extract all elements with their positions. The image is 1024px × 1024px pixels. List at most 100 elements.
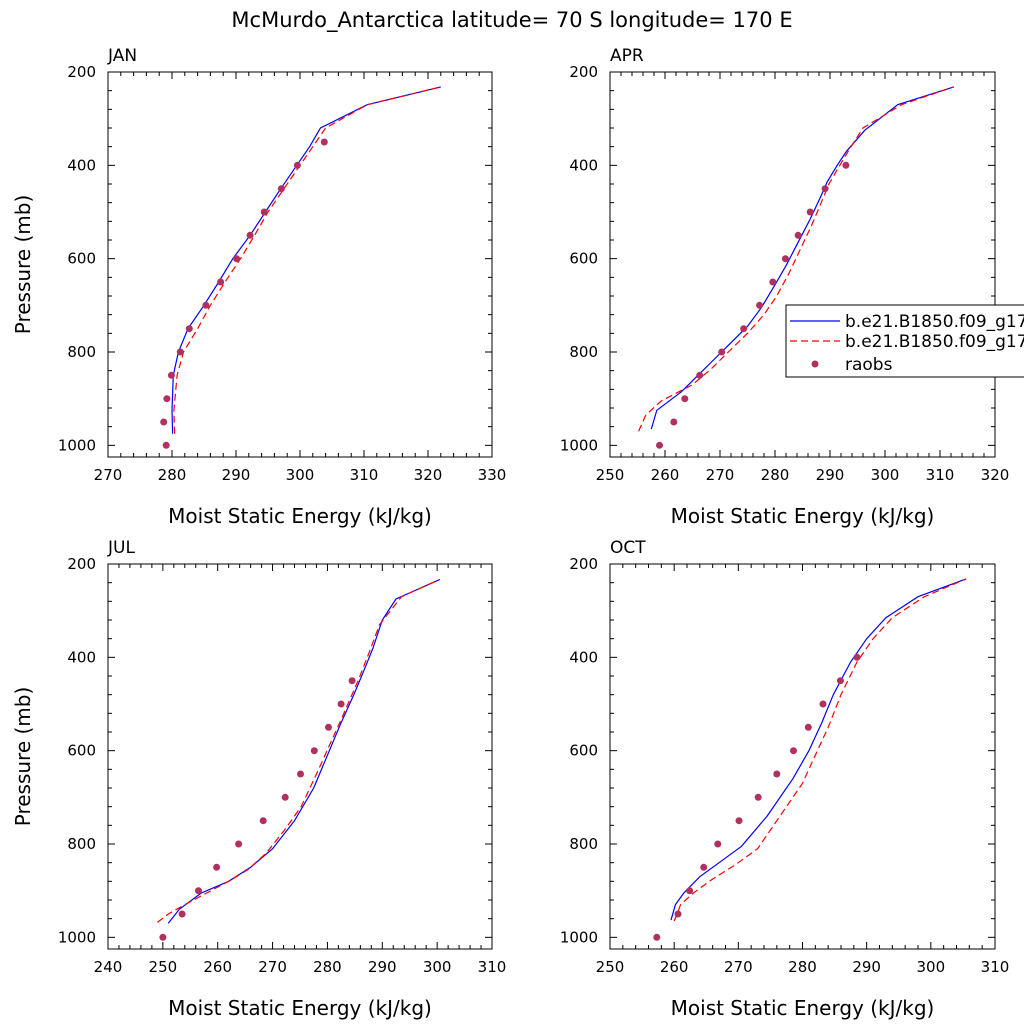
legend: b.e21.B1850.f09_g17b.e21.B1850.f09_g17ra…: [785, 304, 1024, 378]
x-tick-label: 320: [414, 466, 443, 484]
series-line-1: [670, 578, 967, 921]
raobs-point: [781, 255, 789, 263]
x-tick-label: 310: [350, 466, 379, 484]
raobs-point: [202, 301, 210, 309]
raobs-point: [337, 700, 345, 708]
raobs-point: [348, 677, 356, 685]
y-tick-label: 600: [67, 250, 96, 268]
x-tick-label: 310: [478, 958, 507, 976]
raobs-point: [853, 653, 861, 661]
x-tick-label: 280: [761, 466, 790, 484]
figure-title: McMurdo_Antarctica latitude= 70 S longit…: [231, 8, 792, 33]
panel-apr: 250 260 270 280 290 300 310 320 200 400 600 800 1000…: [560, 46, 1010, 528]
raobs-point: [735, 817, 743, 825]
x-axis-label: Moist Static Energy (kJ/kg): [671, 996, 935, 1020]
raobs-point: [277, 185, 285, 193]
raobs-point: [714, 840, 722, 848]
y-tick-label: 200: [569, 555, 598, 573]
x-tick-label: 280: [788, 958, 817, 976]
raobs-point: [162, 441, 170, 449]
raobs-point: [756, 301, 764, 309]
panels: 270 280 290 300 310 320 330 200 400 600 800 1000 JAN…: [11, 46, 1009, 1020]
y-tick-label: 400: [569, 648, 598, 666]
x-tick-label: 310: [981, 958, 1010, 976]
raobs-point: [310, 747, 318, 755]
x-tick-label: 270: [706, 466, 735, 484]
raobs-point: [821, 185, 829, 193]
panel-label: JAN: [107, 46, 137, 66]
x-axis-label: Moist Static Energy (kJ/kg): [168, 504, 432, 528]
raobs-point: [700, 863, 708, 871]
y-tick-label: 1000: [58, 928, 96, 946]
raobs-point: [794, 231, 802, 239]
raobs-point: [740, 325, 748, 333]
raobs-point: [773, 770, 781, 778]
y-tick-label: 400: [569, 156, 598, 174]
panel-label: OCT: [610, 538, 646, 558]
y-axis-label: Pressure (mb): [11, 687, 35, 827]
x-tick-label: 250: [596, 958, 625, 976]
panel-label: APR: [610, 46, 644, 66]
y-tick-label: 600: [67, 742, 96, 760]
x-tick-label: 250: [149, 958, 178, 976]
x-tick-label: 300: [917, 958, 946, 976]
raobs-point: [670, 418, 678, 426]
x-tick-label: 270: [94, 466, 123, 484]
raobs-point: [260, 208, 268, 216]
x-axis-label: Moist Static Energy (kJ/kg): [168, 996, 432, 1020]
x-tick-label: 300: [871, 466, 900, 484]
y-tick-label: 1000: [560, 928, 598, 946]
y-tick-label: 600: [569, 742, 598, 760]
series-line-2: [157, 578, 441, 923]
raobs-point: [790, 747, 797, 755]
x-tick-label: 280: [313, 958, 342, 976]
raobs-point: [769, 278, 777, 286]
legend-label: b.e21.B1850.f09_g17: [845, 332, 1024, 352]
raobs-point: [167, 371, 175, 379]
series-line-1: [167, 578, 441, 924]
y-axis-label: Pressure (mb): [11, 195, 35, 335]
plot-frame: [609, 563, 996, 950]
series-line-2: [673, 578, 967, 922]
x-tick-label: 280: [158, 466, 187, 484]
x-tick-label: 300: [286, 466, 315, 484]
y-tick-label: 800: [67, 343, 96, 361]
raobs-point: [653, 933, 661, 941]
raobs-point: [325, 723, 332, 731]
x-tick-label: 310: [926, 466, 955, 484]
y-tick-label: 600: [569, 250, 598, 268]
raobs-point: [293, 161, 301, 169]
panel-label: JUL: [107, 538, 135, 558]
raobs-point: [213, 863, 221, 871]
raobs-point: [246, 231, 254, 239]
raobs-point: [819, 700, 827, 708]
raobs-point: [159, 933, 167, 941]
raobs-point: [836, 677, 844, 685]
y-tick-label: 800: [569, 835, 598, 853]
legend-marker: [811, 360, 819, 368]
panel-jul: 240 250 260 270 280 290 300 310 200 400 600 800 1000…: [11, 538, 506, 1020]
x-tick-label: 330: [478, 466, 507, 484]
raobs-point: [656, 441, 663, 449]
x-tick-label: 260: [203, 958, 232, 976]
plot-frame: [609, 71, 996, 458]
x-tick-label: 260: [660, 958, 689, 976]
raobs-point: [163, 395, 171, 403]
x-tick-label: 270: [258, 958, 287, 976]
x-tick-label: 290: [816, 466, 845, 484]
x-tick-label: 320: [981, 466, 1010, 484]
series-line-1: [650, 86, 954, 430]
y-tick-label: 200: [569, 63, 598, 81]
raobs-point: [233, 255, 241, 263]
raobs-point: [718, 348, 726, 356]
raobs-point: [176, 348, 184, 356]
x-tick-label: 260: [651, 466, 680, 484]
panel-jan: 270 280 290 300 310 320 330 200 400 600 800 1000 JAN…: [11, 46, 506, 528]
panel-oct: 250 260 270 280 290 300 310 200 400 600 800 1000 OCT…: [560, 538, 1010, 1020]
raobs-point: [696, 371, 704, 379]
legend-label: b.e21.B1850.f09_g17: [845, 312, 1024, 332]
y-tick-label: 1000: [58, 436, 96, 454]
raobs-point: [281, 793, 289, 801]
raobs-point: [320, 138, 328, 146]
raobs-point: [804, 723, 812, 731]
